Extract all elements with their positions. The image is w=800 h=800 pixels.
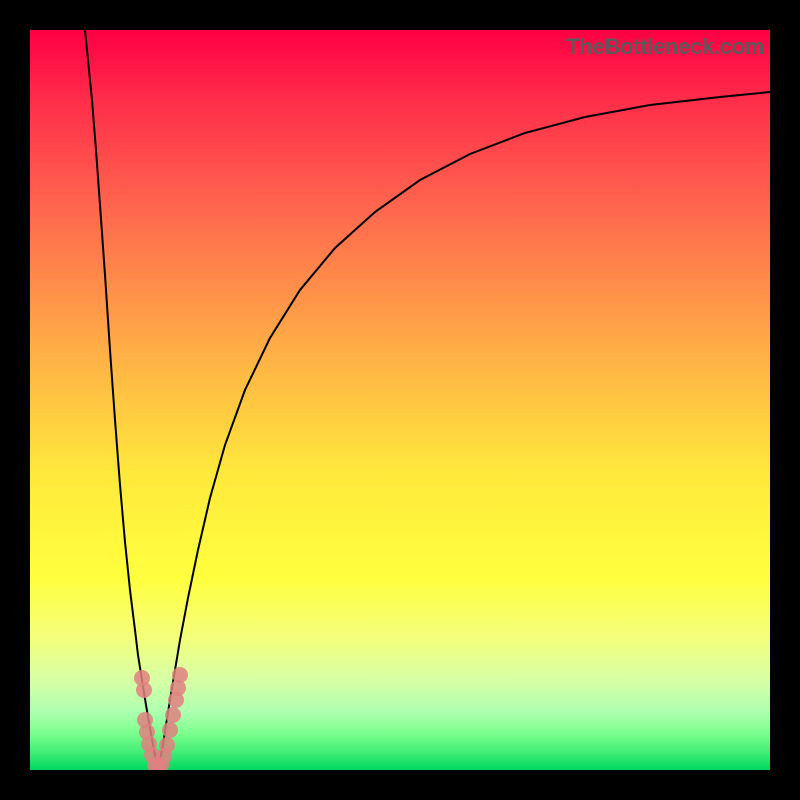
data-marker — [162, 722, 178, 738]
watermark-text: TheBottleneck.com — [566, 34, 764, 60]
curve-left-branch — [85, 30, 158, 770]
data-marker — [165, 707, 181, 723]
plot-area: TheBottleneck.com — [30, 30, 770, 770]
curve-layer — [30, 30, 770, 770]
curve-right-branch — [158, 92, 770, 770]
data-marker — [172, 667, 188, 683]
data-marker — [159, 737, 175, 753]
data-marker — [136, 682, 152, 698]
chart-container: { "watermark": { "text": "TheBottleneck.… — [0, 0, 800, 800]
